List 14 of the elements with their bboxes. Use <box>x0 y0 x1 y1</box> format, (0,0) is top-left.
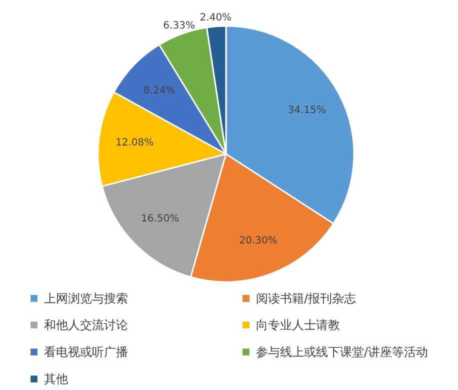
legend-label: 阅读书籍/报刊杂志 <box>256 291 356 306</box>
data-label: 20.30% <box>239 235 278 246</box>
data-label: 2.40% <box>200 12 232 24</box>
data-label: 6.33% <box>163 20 195 32</box>
data-label: 8.24% <box>144 85 176 96</box>
data-label: 34.15% <box>288 104 326 116</box>
data-label: 12.08% <box>115 138 154 149</box>
data-label: 16.50% <box>140 213 180 224</box>
legend-label: 上网浏览与搜索 <box>44 291 128 306</box>
legend-label: 参与线上或线下课堂/讲座等活动 <box>256 345 428 359</box>
legend-label: 看电视或听广播 <box>44 345 128 359</box>
legend-label: 和他人交流讨论 <box>44 318 128 332</box>
legend-label: 向专业人士请教 <box>256 318 340 332</box>
legend-label: 其他 <box>44 372 68 386</box>
